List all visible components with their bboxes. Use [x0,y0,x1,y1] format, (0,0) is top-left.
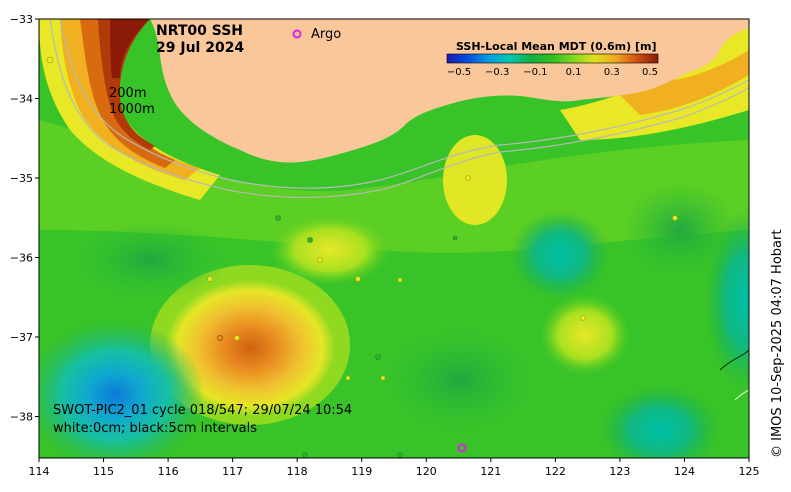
imos-credit: © IMOS 10-Sep-2025 04:07 Hobart [770,230,785,458]
y-tick-label: −38 [10,411,33,424]
x-tick-label: 114 [29,465,50,478]
colorbar-tick-label: −0.5 [447,67,471,78]
float-markers-green [275,215,458,458]
argo-legend-icon [292,29,302,39]
x-axis: 114 115 116 117 118 119 120 121 122 123 124 125 [29,458,760,478]
x-tick-label: 116 [158,465,179,478]
colorbar-tick-label: 0.3 [604,67,620,78]
isobath-1000m-label: 1000m [109,102,155,117]
swot-pass-info: SWOT-PIC2_01 cycle 018/547; 29/07/24 10:… [53,403,352,418]
colorbar-title: SSH-Local Mean MDT (0.6m) [m] [456,40,656,53]
argo-float-marker [216,334,224,342]
x-tick-label: 119 [351,465,372,478]
argo-float-marker [457,443,467,453]
x-tick-label: 122 [545,465,566,478]
y-tick-label: −33 [10,13,33,26]
colorbar-tick-label: 0.5 [642,67,658,78]
x-tick-label: 121 [480,465,501,478]
colorbar-tick-label: 0.1 [566,67,582,78]
map-date: 29 Jul 2024 [156,40,244,56]
plot-frame [38,18,750,459]
y-tick-label: −34 [10,93,33,106]
contour-info: white:0cm; black:5cm intervals [53,421,257,436]
colorbar-tick-label: −0.1 [523,67,547,78]
x-tick-label: 115 [93,465,114,478]
x-tick-label: 118 [287,465,308,478]
x-tick-label: 123 [609,465,630,478]
argo-legend-label: Argo [311,27,341,42]
isobath-200m-line [59,19,749,189]
isobath-200m-label: 200m [109,86,146,101]
y-tick-label: −36 [10,252,33,265]
y-axis: −33 −34 −35 −36 −37 −38 [10,13,39,424]
x-tick-label: 117 [222,465,243,478]
x-tick-label: 125 [739,465,760,478]
y-tick-label: −35 [10,172,33,185]
colorbar-gradient [446,53,659,64]
x-tick-label: 124 [674,465,695,478]
colorbar: SSH-Local Mean MDT (0.6m) [m] −0.5 −0.3 −0… [446,40,659,78]
colorbar-tick-label: −0.3 [485,67,509,78]
x-tick-label: 120 [416,465,437,478]
map-title: NRT00 SSH [156,23,243,39]
y-tick-label: −37 [10,331,33,344]
float-markers [46,56,678,381]
isobath-1000m-line [49,19,749,199]
